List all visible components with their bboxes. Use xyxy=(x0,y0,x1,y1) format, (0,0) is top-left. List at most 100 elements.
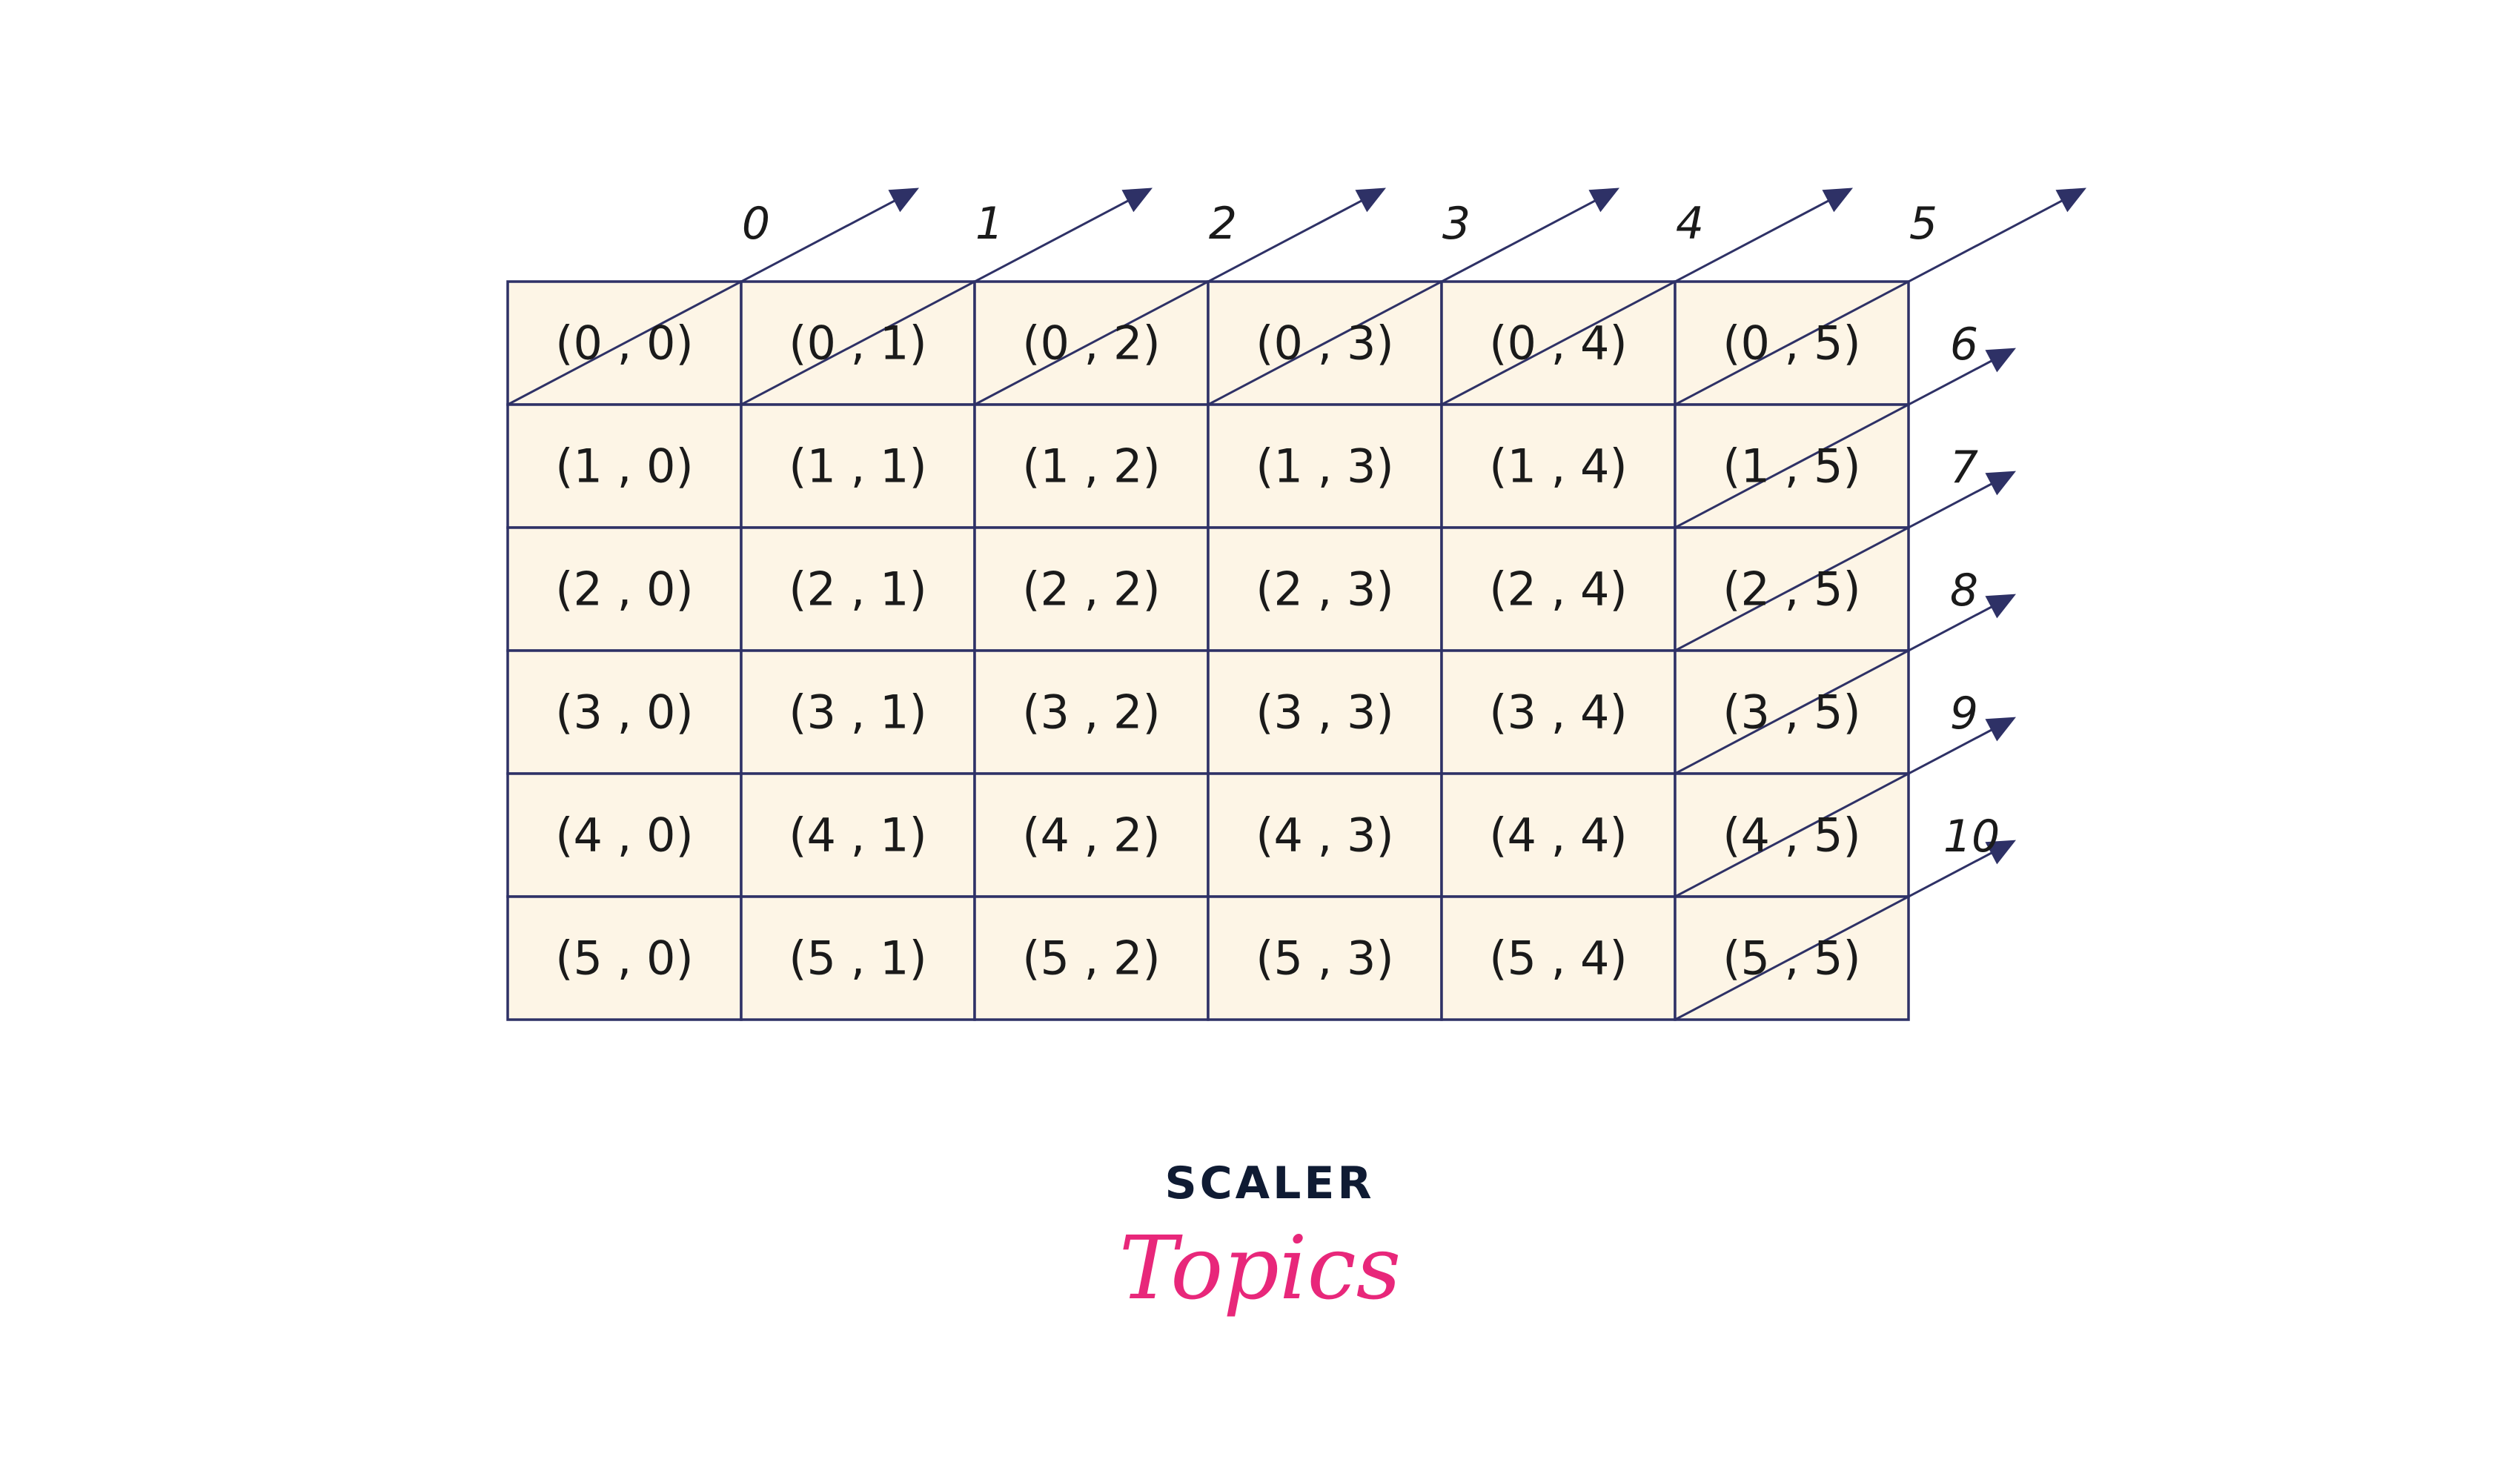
matrix-cell xyxy=(973,772,1210,898)
cell-label: (0 , 1) xyxy=(789,316,926,371)
arrowhead-icon xyxy=(1985,840,2016,865)
diagonal-line xyxy=(507,197,900,406)
matrix-cell xyxy=(1440,526,1677,652)
diagonal-index-label: 6 xyxy=(1950,319,1978,371)
diagonal-index-label: 0 xyxy=(742,198,770,250)
arrowhead-icon xyxy=(1822,187,1853,213)
diagonal-line xyxy=(1674,603,1997,775)
arrowhead-icon xyxy=(1588,187,1619,213)
diagonal-line xyxy=(1674,480,1997,652)
diagonal-line xyxy=(1441,197,1834,406)
cell-label: (2 , 5) xyxy=(1722,562,1860,617)
diagonal-line xyxy=(1207,197,1600,406)
diagonal-arrow xyxy=(1674,840,2016,1021)
cell-label: (4 , 5) xyxy=(1722,808,1860,863)
matrix-cell xyxy=(506,649,743,775)
cell-label: (0 , 5) xyxy=(1722,316,1860,371)
cell-labels: (0 , 0) (0 , 1) (0 , 2) (0 , 3) (0 , 4) (0 , … xyxy=(555,316,1860,986)
cell-label: (5 , 1) xyxy=(789,931,926,986)
diagonal-line xyxy=(740,197,1133,406)
cell-label: (4 , 0) xyxy=(555,808,693,863)
diagonal-line xyxy=(1674,726,1997,898)
diagonal-index-label: 2 xyxy=(1209,198,1237,250)
arrowhead-icon xyxy=(1985,471,2016,496)
matrix-cell xyxy=(740,403,976,529)
cell-label: (4 , 1) xyxy=(789,808,926,863)
cell-label: (0 , 4) xyxy=(1489,316,1627,371)
cell-label: (5 , 3) xyxy=(1256,931,1393,986)
scaler-topics-logo: SCALER Topics xyxy=(1119,1157,1402,1319)
arrowhead-icon xyxy=(2055,187,2086,213)
diagonal-index-label: 1 xyxy=(975,198,1004,250)
cell-label: (1 , 3) xyxy=(1256,439,1393,494)
cell-label: (0 , 0) xyxy=(555,316,693,371)
cell-label: (2 , 2) xyxy=(1022,562,1160,617)
arrowhead-icon xyxy=(1355,187,1386,213)
cell-label: (3 , 3) xyxy=(1256,685,1393,740)
cell-label: (1 , 0) xyxy=(555,439,693,494)
matrix-cell xyxy=(1207,772,1443,898)
arrowhead-icon xyxy=(1985,594,2016,619)
cell-label: (2 , 1) xyxy=(789,562,926,617)
diagonal-arrow xyxy=(1674,348,2016,529)
cell-label: (4 , 4) xyxy=(1489,808,1627,863)
matrix-cell xyxy=(1207,403,1443,529)
cell-label: (1 , 1) xyxy=(789,439,926,494)
diagonal-index-label: 8 xyxy=(1950,565,1978,617)
cell-label: (5 , 4) xyxy=(1489,931,1627,986)
diagonal-index-label: 7 xyxy=(1950,442,1978,494)
diagonal-index-label: 9 xyxy=(1950,688,1978,740)
diagonal-arrow xyxy=(974,187,1386,406)
arrowhead-icon xyxy=(1985,348,2016,373)
matrix-cell xyxy=(1440,895,1677,1021)
matrix-cell xyxy=(506,895,743,1021)
diagonal-line xyxy=(1674,357,1997,529)
arrowhead-icon xyxy=(1121,187,1153,213)
diagonal-index-labels: 0 1 2 3 4 5 6 7 8 9 10 xyxy=(742,198,2000,863)
cell-label: (5 , 0) xyxy=(555,931,693,986)
cell-label: (1 , 5) xyxy=(1722,439,1860,494)
logo-topics-text: Topics xyxy=(1119,1217,1402,1319)
cell-label: (5 , 5) xyxy=(1722,931,1860,986)
diagonal-arrow xyxy=(1674,594,2016,775)
diagonal-arrow xyxy=(1441,187,1853,406)
matrix-cell xyxy=(506,772,743,898)
matrix-cell xyxy=(1440,649,1677,775)
diagonal-line xyxy=(974,197,1367,406)
cell-label: (0 , 3) xyxy=(1256,316,1393,371)
cell-label: (0 , 2) xyxy=(1022,316,1160,371)
arrowhead-icon xyxy=(1985,717,2016,742)
matrix-cell xyxy=(1207,895,1443,1021)
arrowhead-icon xyxy=(888,187,919,213)
cell-label: (3 , 4) xyxy=(1489,685,1627,740)
cell-label: (4 , 3) xyxy=(1256,808,1393,863)
diagonal-index-label: 5 xyxy=(1909,198,1937,250)
cell-label: (3 , 1) xyxy=(789,685,926,740)
cell-label: (3 , 0) xyxy=(555,685,693,740)
diagonal-arrow xyxy=(740,187,1153,406)
matrix-cell xyxy=(973,649,1210,775)
diagonal-arrows xyxy=(507,187,2086,1021)
cell-label: (1 , 2) xyxy=(1022,439,1160,494)
diagonal-line xyxy=(1674,197,2067,406)
matrix-cell xyxy=(1207,649,1443,775)
diagonal-index-label: 10 xyxy=(1943,811,2000,863)
diagonal-arrow xyxy=(1674,187,2086,406)
cell-label: (2 , 3) xyxy=(1256,562,1393,617)
cell-label: (5 , 2) xyxy=(1022,931,1160,986)
cell-label: (2 , 4) xyxy=(1489,562,1627,617)
matrix-cell xyxy=(740,526,976,652)
diagonal-index-label: 3 xyxy=(1442,198,1470,250)
diagonal-arrow xyxy=(1674,717,2016,898)
cell-label: (3 , 2) xyxy=(1022,685,1160,740)
matrix-cell xyxy=(740,649,976,775)
matrix-cell xyxy=(1207,526,1443,652)
diagonal-arrow xyxy=(1674,471,2016,652)
cell-label: (2 , 0) xyxy=(555,562,693,617)
matrix-cell xyxy=(1440,772,1677,898)
cell-label: (4 , 2) xyxy=(1022,808,1160,863)
diagonal-arrow xyxy=(507,187,919,406)
diagonal-index-label: 4 xyxy=(1676,198,1704,250)
logo-scaler-text: SCALER xyxy=(1164,1157,1374,1209)
